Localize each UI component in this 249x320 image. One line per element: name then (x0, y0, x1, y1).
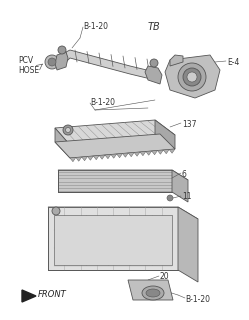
Polygon shape (134, 152, 140, 156)
Polygon shape (145, 66, 162, 84)
Polygon shape (140, 151, 146, 156)
Polygon shape (178, 207, 198, 282)
Polygon shape (87, 156, 93, 160)
Polygon shape (93, 156, 99, 160)
Polygon shape (55, 134, 175, 158)
Polygon shape (169, 149, 175, 153)
Polygon shape (152, 150, 158, 155)
Circle shape (178, 63, 206, 91)
Ellipse shape (146, 289, 160, 297)
Text: PCV
HOSE: PCV HOSE (18, 56, 39, 76)
Polygon shape (55, 52, 68, 70)
Text: 20: 20 (160, 272, 170, 281)
Circle shape (52, 207, 60, 215)
Polygon shape (76, 157, 82, 161)
Polygon shape (111, 154, 117, 158)
Polygon shape (123, 153, 128, 157)
Polygon shape (105, 155, 111, 159)
Text: TB: TB (148, 22, 161, 32)
Circle shape (48, 58, 56, 66)
Ellipse shape (142, 286, 164, 300)
Polygon shape (158, 150, 163, 154)
Text: E-4: E-4 (227, 58, 239, 67)
Polygon shape (128, 280, 173, 300)
Polygon shape (99, 155, 105, 159)
Polygon shape (55, 120, 175, 145)
Polygon shape (82, 156, 87, 161)
Polygon shape (58, 170, 172, 192)
Polygon shape (55, 128, 70, 158)
Circle shape (65, 127, 70, 132)
Circle shape (150, 59, 158, 67)
Text: B-1-20: B-1-20 (90, 98, 115, 107)
Polygon shape (22, 290, 36, 302)
Polygon shape (48, 207, 178, 270)
Circle shape (183, 68, 201, 86)
Text: FRONT: FRONT (38, 290, 67, 299)
Text: 6: 6 (182, 170, 187, 179)
Polygon shape (58, 170, 188, 180)
Polygon shape (146, 151, 152, 155)
Polygon shape (66, 50, 155, 80)
Circle shape (58, 46, 66, 54)
Polygon shape (172, 170, 188, 202)
Text: B-1-20: B-1-20 (185, 295, 210, 304)
Polygon shape (70, 157, 76, 162)
Polygon shape (165, 55, 220, 98)
Polygon shape (128, 153, 134, 157)
Text: B-1-20: B-1-20 (83, 22, 108, 31)
Circle shape (45, 55, 59, 69)
Polygon shape (155, 120, 175, 149)
Polygon shape (163, 149, 169, 154)
Circle shape (187, 72, 197, 82)
Polygon shape (54, 215, 172, 265)
Circle shape (167, 195, 173, 201)
Polygon shape (117, 154, 123, 158)
Polygon shape (48, 207, 198, 219)
Circle shape (63, 125, 73, 135)
Text: 137: 137 (182, 120, 196, 129)
Polygon shape (170, 55, 183, 66)
Text: 11: 11 (182, 192, 191, 201)
